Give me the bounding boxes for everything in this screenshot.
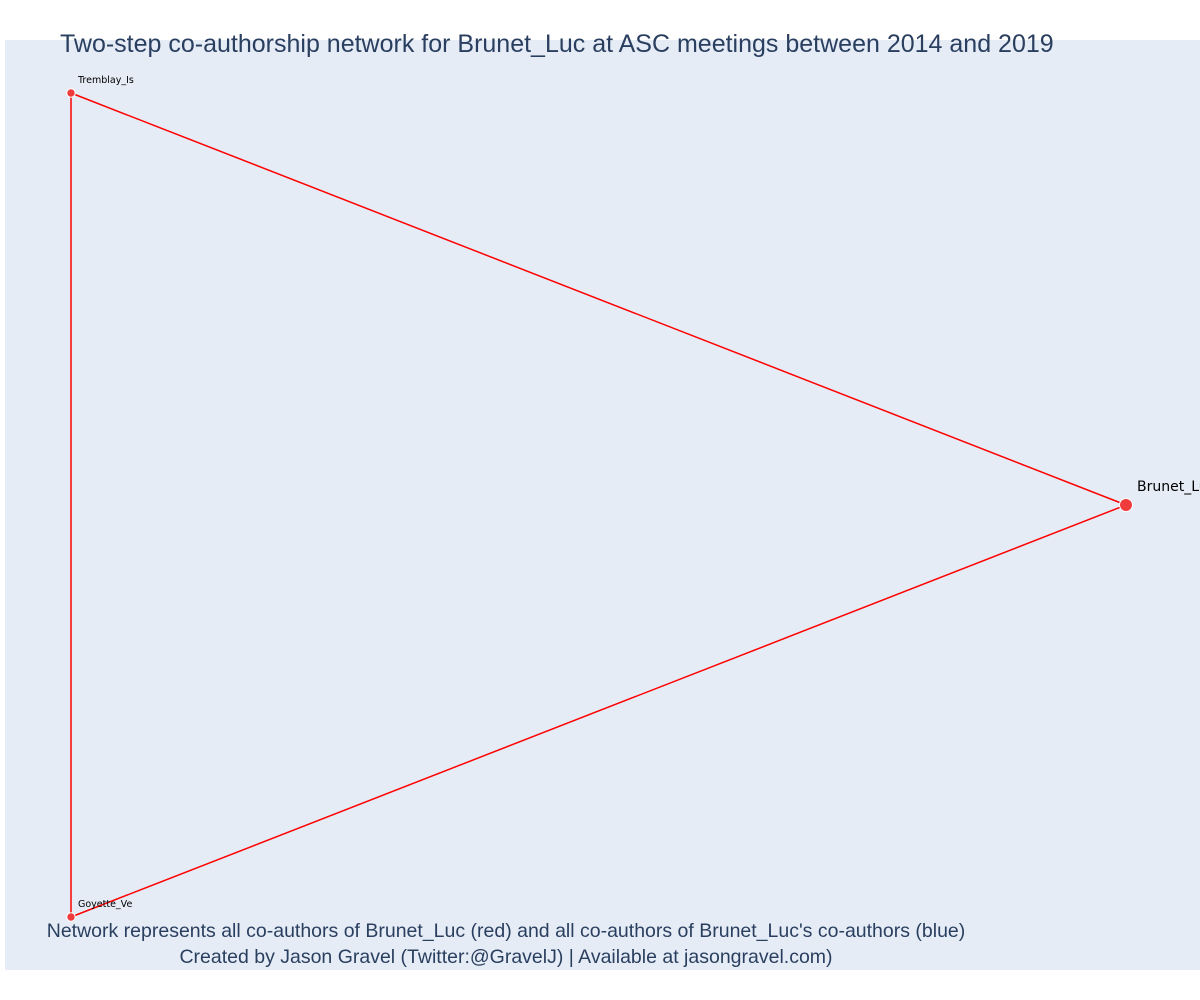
node-goyette-ve xyxy=(66,912,76,922)
edge-brunet-luc-tremblay-is xyxy=(70,92,1127,506)
plot-area xyxy=(5,40,1200,970)
labels-layer: Brunet_Luc Tremblay_Is Goyette_Ve xyxy=(77,75,1200,910)
edge-brunet-luc-goyette-ve xyxy=(70,504,1127,918)
chart-title: Two-step co-authorship network for Brune… xyxy=(60,30,1054,58)
node-label-tremblay-is: Tremblay_Is xyxy=(77,75,134,86)
caption: Network represents all co-authors of Bru… xyxy=(14,918,998,970)
caption-line-credit: Created by Jason Gravel (Twitter:@Gravel… xyxy=(179,946,833,968)
node-brunet-luc xyxy=(1119,498,1133,512)
node-label-brunet-luc: Brunet_Luc xyxy=(1137,479,1200,495)
caption-line-network: Network represents all co-authors of Bru… xyxy=(46,920,966,942)
node-tremblay-is xyxy=(66,88,76,98)
nodes-layer xyxy=(66,88,1133,922)
node-label-goyette-ve: Goyette_Ve xyxy=(78,899,132,910)
edges-layer xyxy=(70,92,1127,918)
